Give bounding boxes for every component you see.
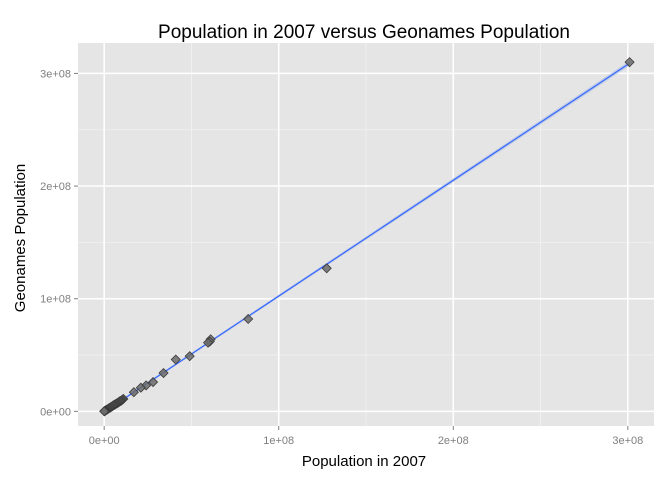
x-tick-label: 2e+08 xyxy=(438,435,469,447)
data-point xyxy=(99,406,110,417)
x-axis-title: Population in 2007 xyxy=(302,453,426,470)
data-point xyxy=(243,313,254,325)
data-point xyxy=(135,382,146,393)
data-point xyxy=(170,354,181,365)
minor-gridlines xyxy=(78,43,654,426)
y-axis-title: Geonames Population xyxy=(12,164,29,312)
x-tick-label: 1e+08 xyxy=(263,435,294,447)
data-point xyxy=(624,57,635,68)
chart-title: Population in 2007 versus Geonames Popul… xyxy=(158,22,570,43)
data-point xyxy=(202,337,214,348)
x-tick-label: 3e+08 xyxy=(612,435,643,447)
data-point xyxy=(147,377,159,388)
x-tick-label: 0e+00 xyxy=(89,435,120,447)
y-tick-label: 1e+08 xyxy=(40,294,71,306)
major-gridlines xyxy=(78,43,654,426)
y-tick-label: 3e+08 xyxy=(40,68,71,80)
data-point xyxy=(158,367,169,379)
data-point xyxy=(128,387,139,398)
y-tick-label: 2e+08 xyxy=(40,181,71,193)
data-points xyxy=(99,57,635,417)
data-point xyxy=(184,351,195,362)
y-tick-label: 0e+00 xyxy=(40,406,71,418)
x-axis-ticks: 0e+00 1e+08 2e+08 3e+08 xyxy=(89,426,643,447)
y-axis-ticks: 0e+00 1e+08 2e+08 3e+08 xyxy=(40,68,78,418)
data-point xyxy=(321,263,332,274)
